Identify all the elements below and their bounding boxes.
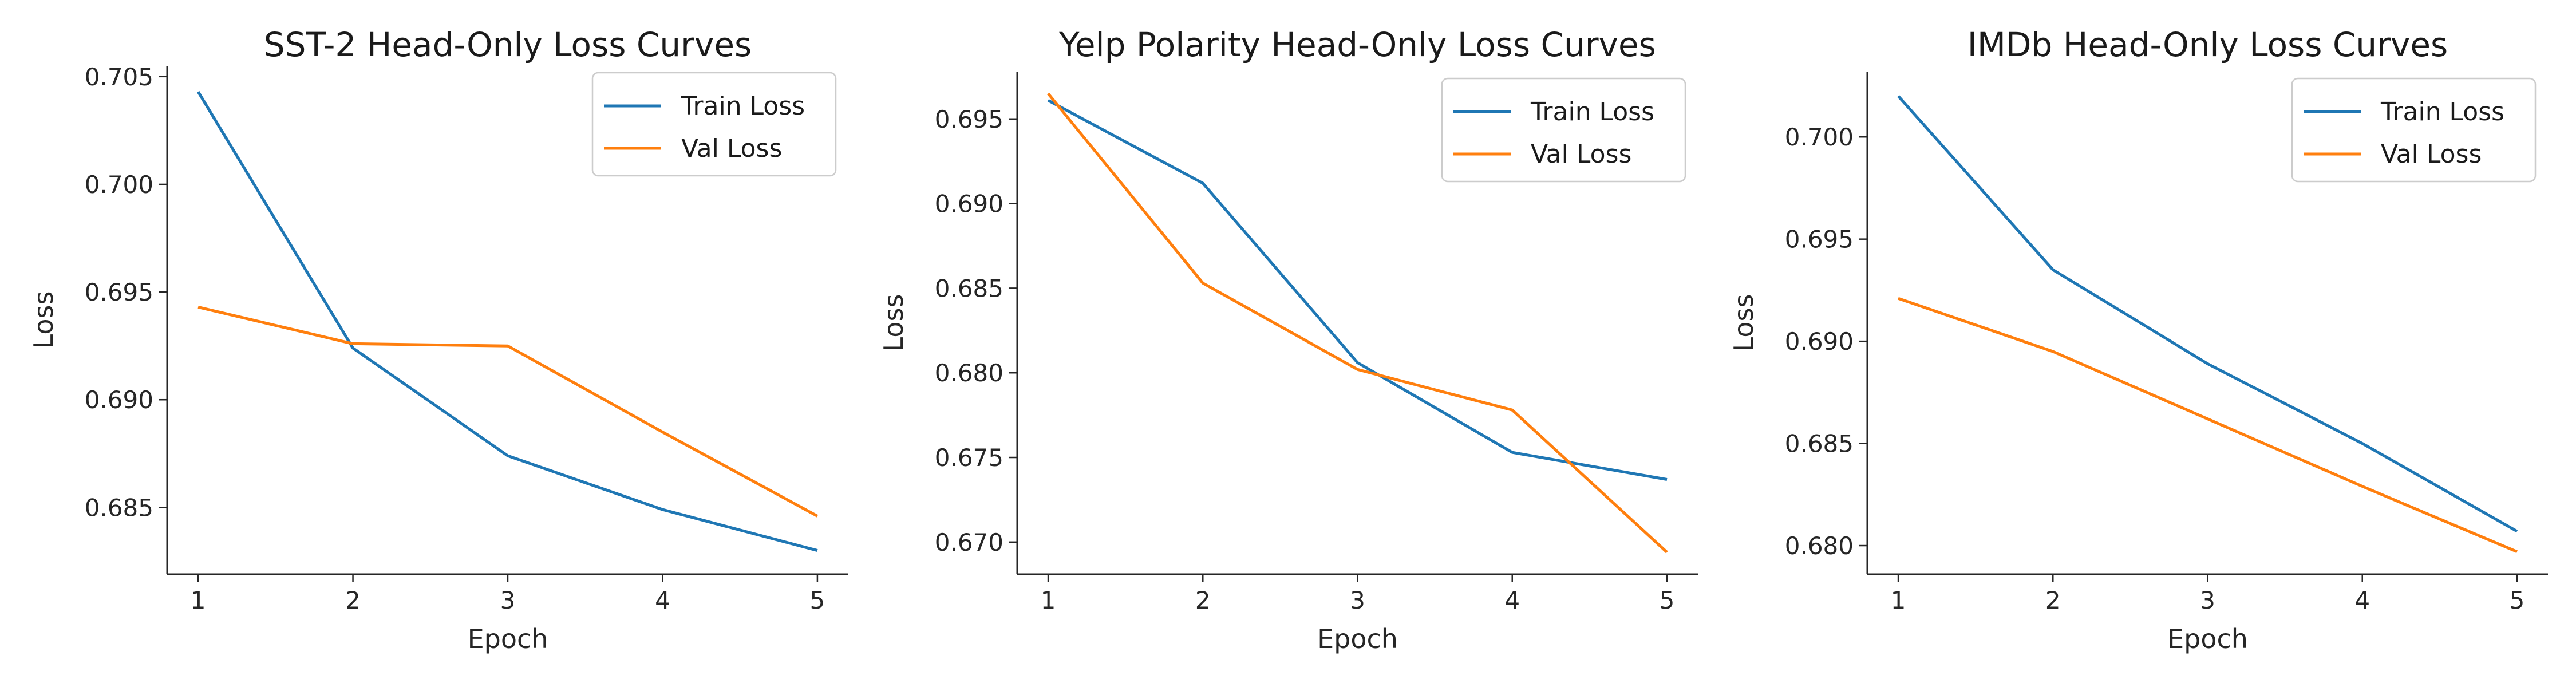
chart-2-x-tick-label: 4: [2354, 586, 2370, 614]
chart-1-y-tick-label: 0.670: [935, 528, 1003, 556]
chart-2-title: IMDb Head-Only Loss Curves: [1967, 25, 2448, 64]
chart-1-legend: Train Loss Val Loss: [1441, 77, 1686, 183]
chart-2-legend-label-train: Train Loss: [2380, 97, 2504, 127]
chart-0-y-tick-label: 0.705: [85, 63, 153, 91]
chart-2-y-axis-label: Loss: [1728, 294, 1759, 352]
chart-1-y-tick-label: 0.695: [935, 105, 1003, 133]
chart-0-x-axis-label: Epoch: [468, 623, 548, 654]
chart-2-y-tick-label: 0.680: [1785, 532, 1854, 560]
chart-0-y-axis-label: Loss: [28, 291, 59, 349]
chart-1-x-tick-label: 4: [1504, 586, 1520, 614]
chart-1-series-train-line: [1047, 99, 1668, 481]
chart-2-x-tick-label: 5: [2510, 586, 2525, 614]
chart-2-legend-box: [2291, 77, 2537, 183]
chart-1-x-tick-label: 3: [1350, 586, 1365, 614]
chart-1-x-tick-label: 2: [1195, 586, 1211, 614]
chart-0-legend-box: [591, 72, 837, 177]
chart-0-legend: Train Loss Val Loss: [591, 72, 837, 177]
chart-1-y-tick-label: 0.680: [935, 359, 1003, 387]
chart-2-y-tick-label: 0.695: [1785, 226, 1854, 254]
chart-1-series-val-line: [1047, 92, 1668, 554]
chart-0-title: SST-2 Head-Only Loss Curves: [264, 25, 752, 64]
chart-2-y-tick-label: 0.685: [1785, 430, 1854, 458]
chart-2-legend: Train Loss Val Loss: [2291, 77, 2537, 183]
chart-0-series-val-line: [197, 305, 819, 518]
chart-2-x-tick-label: 3: [2200, 586, 2215, 614]
chart-1-legend-box: [1441, 77, 1686, 183]
chart-1-y-tick-label: 0.675: [935, 444, 1003, 472]
chart-0-x-tick-label: 5: [810, 586, 825, 614]
chart-2-x-tick-label: 2: [2045, 586, 2061, 614]
chart-0-legend-label-val: Val Loss: [681, 134, 782, 163]
chart-0-y-tick-label: 0.695: [85, 278, 153, 306]
chart-0-x-tick-label: 4: [655, 586, 670, 614]
chart-0-y-tick-label: 0.690: [85, 386, 153, 414]
chart-0-x-tick-label: 1: [191, 586, 206, 614]
chart-2-x-axis-label: Epoch: [2167, 623, 2248, 654]
chart-0-x-tick-label: 2: [345, 586, 361, 614]
chart-1-legend-label-val: Val Loss: [1531, 140, 1631, 169]
imdb-loss-chart: IMDb Head-Only Loss Curves 1 2 3 4 5 0.680 0.68…: [1728, 25, 2548, 654]
chart-2-legend-label-val: Val Loss: [2381, 140, 2482, 169]
chart-0-legend-label-train: Train Loss: [681, 92, 805, 121]
chart-1-x-axis-label: Epoch: [1317, 623, 1398, 654]
chart-0-y-tick-label: 0.700: [85, 171, 153, 199]
chart-1-x-tick-label: 1: [1041, 586, 1056, 614]
chart-0-x-tick-label: 3: [500, 586, 516, 614]
yelp-polarity-loss-chart: Yelp Polarity Head-Only Loss Curves 1 2 3 4 5…: [878, 25, 1698, 654]
chart-1-y-tick-label: 0.685: [935, 274, 1003, 302]
chart-1-legend-label-train: Train Loss: [1530, 97, 1654, 127]
chart-1-y-axis-label: Loss: [878, 294, 909, 352]
chart-1-y-tick-label: 0.690: [935, 190, 1003, 218]
sst2-loss-chart: SST-2 Head-Only Loss Curves 1 2 3 4 5 0.685 0.6…: [28, 25, 848, 654]
chart-1-x-tick-label: 5: [1660, 586, 1675, 614]
chart-2-series-val-line: [1898, 297, 2518, 554]
chart-0-series-train-line: [196, 90, 818, 552]
chart-2-series-train-line: [1897, 95, 2518, 533]
chart-2-y-tick-label: 0.700: [1785, 123, 1854, 151]
chart-2-x-tick-label: 1: [1891, 586, 1906, 614]
chart-1-title: Yelp Polarity Head-Only Loss Curves: [1058, 25, 1656, 64]
chart-2-y-tick-label: 0.690: [1785, 327, 1854, 356]
chart-0-y-tick-label: 0.685: [85, 493, 153, 522]
